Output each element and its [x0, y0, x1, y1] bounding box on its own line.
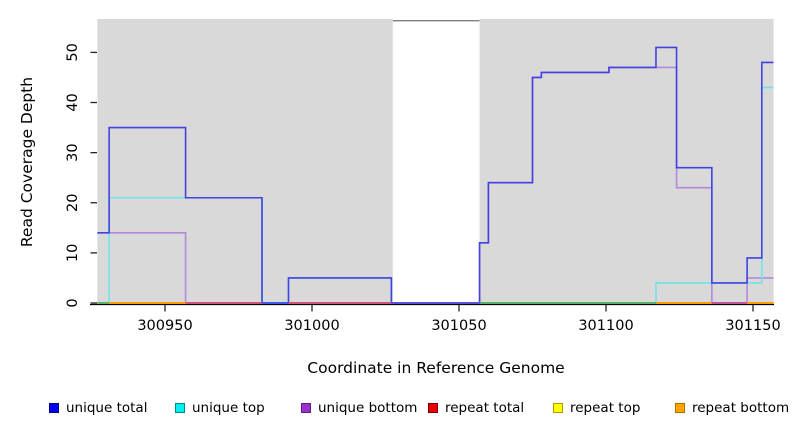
y-tick-label: 20: [65, 194, 81, 212]
legend-label: unique bottom: [318, 400, 418, 416]
unique-top-swatch-icon: [175, 403, 185, 413]
plot-gap-band: [392, 19, 480, 304]
plot-background-band: [97, 19, 393, 304]
y-tick-label: 50: [65, 43, 81, 61]
plot-background-band: [479, 19, 774, 304]
repeat-top-swatch-icon: [553, 403, 563, 413]
repeat-total-swatch-icon: [428, 403, 438, 413]
unique-bottom-swatch-icon: [301, 403, 311, 413]
unique-total-swatch-icon: [49, 403, 59, 413]
repeat-bottom-swatch-icon: [675, 403, 685, 413]
legend-item-repeat-top: repeat top: [553, 400, 640, 416]
legend-item-unique-top: unique top: [175, 400, 265, 416]
legend-item-unique-bottom: unique bottom: [301, 400, 417, 416]
y-tick-label: 40: [65, 93, 81, 111]
x-tick-label: 301000: [284, 318, 339, 334]
legend-label: unique total: [66, 400, 148, 416]
legend-item-repeat-total: repeat total: [428, 400, 524, 416]
y-tick-label: 0: [65, 298, 81, 307]
legend-label: repeat total: [445, 400, 525, 416]
legend-label: unique top: [192, 400, 265, 416]
legend-label: repeat top: [570, 400, 641, 416]
x-tick-label: 301050: [431, 318, 486, 334]
y-axis-title: Read Coverage Depth: [18, 76, 36, 248]
legend-label: repeat bottom: [692, 400, 790, 416]
x-tick-label: 301100: [578, 318, 633, 334]
legend-item-repeat-bottom: repeat bottom: [675, 400, 789, 416]
y-tick-label: 10: [65, 244, 81, 262]
x-tick-label: 301150: [725, 318, 780, 334]
x-axis-title: Coordinate in Reference Genome: [307, 359, 565, 377]
legend-item-unique-total: unique total: [49, 400, 147, 416]
series-unique-total: [97, 46, 774, 304]
x-tick-label: 300950: [137, 318, 192, 334]
y-tick-label: 30: [65, 143, 81, 161]
